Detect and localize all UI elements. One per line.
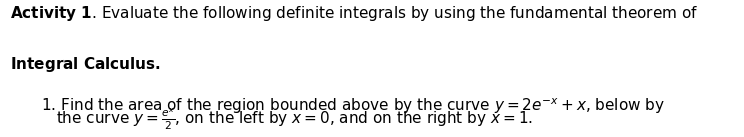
Text: $\mathbf{Integral\ Calculus.}$: $\mathbf{Integral\ Calculus.}$ [10,55,161,74]
Text: 1. Find the area of the region bounded above by the curve $y = 2e^{-x} + x$, bel: 1. Find the area of the region bounded a… [41,96,665,115]
Text: the curve $y = \frac{e^{x}}{2}$, on the left by $x = 0$, and on the right by $x : the curve $y = \frac{e^{x}}{2}$, on the … [56,105,533,132]
Text: $\mathbf{Activity\ 1}$. Evaluate the following definite integrals by using the f: $\mathbf{Activity\ 1}$. Evaluate the fol… [10,4,698,23]
